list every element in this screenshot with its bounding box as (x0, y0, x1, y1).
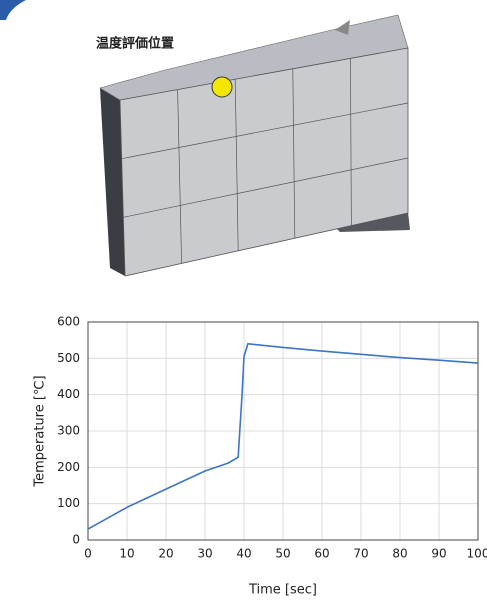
x-tick-label: 30 (197, 547, 212, 561)
x-axis-label: Time [sec] (248, 583, 317, 598)
model-render: 温度評価位置 (0, 0, 410, 276)
x-tick-label: 80 (392, 547, 407, 561)
y-tick-label: 500 (57, 351, 80, 365)
marker (212, 77, 232, 97)
y-tick-label: 0 (72, 533, 80, 547)
y-tick-label: 400 (57, 387, 80, 401)
chart: 0 100 200 300 400 500 600 0 10 20 30 40 50 60 70 80 90 10… (33, 315, 487, 598)
annotation: 温度評価位置 (96, 36, 174, 52)
y-tick-label: 200 (57, 460, 80, 474)
x-tick-label: 100 (467, 547, 487, 561)
x-tick-label: 50 (275, 547, 290, 561)
y-tick-label: 100 (57, 496, 80, 510)
y-tick-label: 600 (57, 315, 80, 329)
x-tick-label: 60 (314, 547, 329, 561)
corner-tab (0, 0, 26, 20)
page: 温度評価位置 0 100 200 300 400 500 600 0 10 20 30 40 50 60 7… (0, 0, 487, 600)
y-tick-label: 300 (57, 424, 80, 438)
x-tick-label: 20 (158, 547, 173, 561)
x-tick-label: 40 (236, 547, 251, 561)
x-tick-label: 70 (353, 547, 368, 561)
x-tick-label: 0 (84, 547, 92, 561)
y-axis-label: Temperature [℃] (33, 375, 48, 487)
x-tick-label: 10 (119, 547, 134, 561)
x-tick-label: 90 (431, 547, 446, 561)
